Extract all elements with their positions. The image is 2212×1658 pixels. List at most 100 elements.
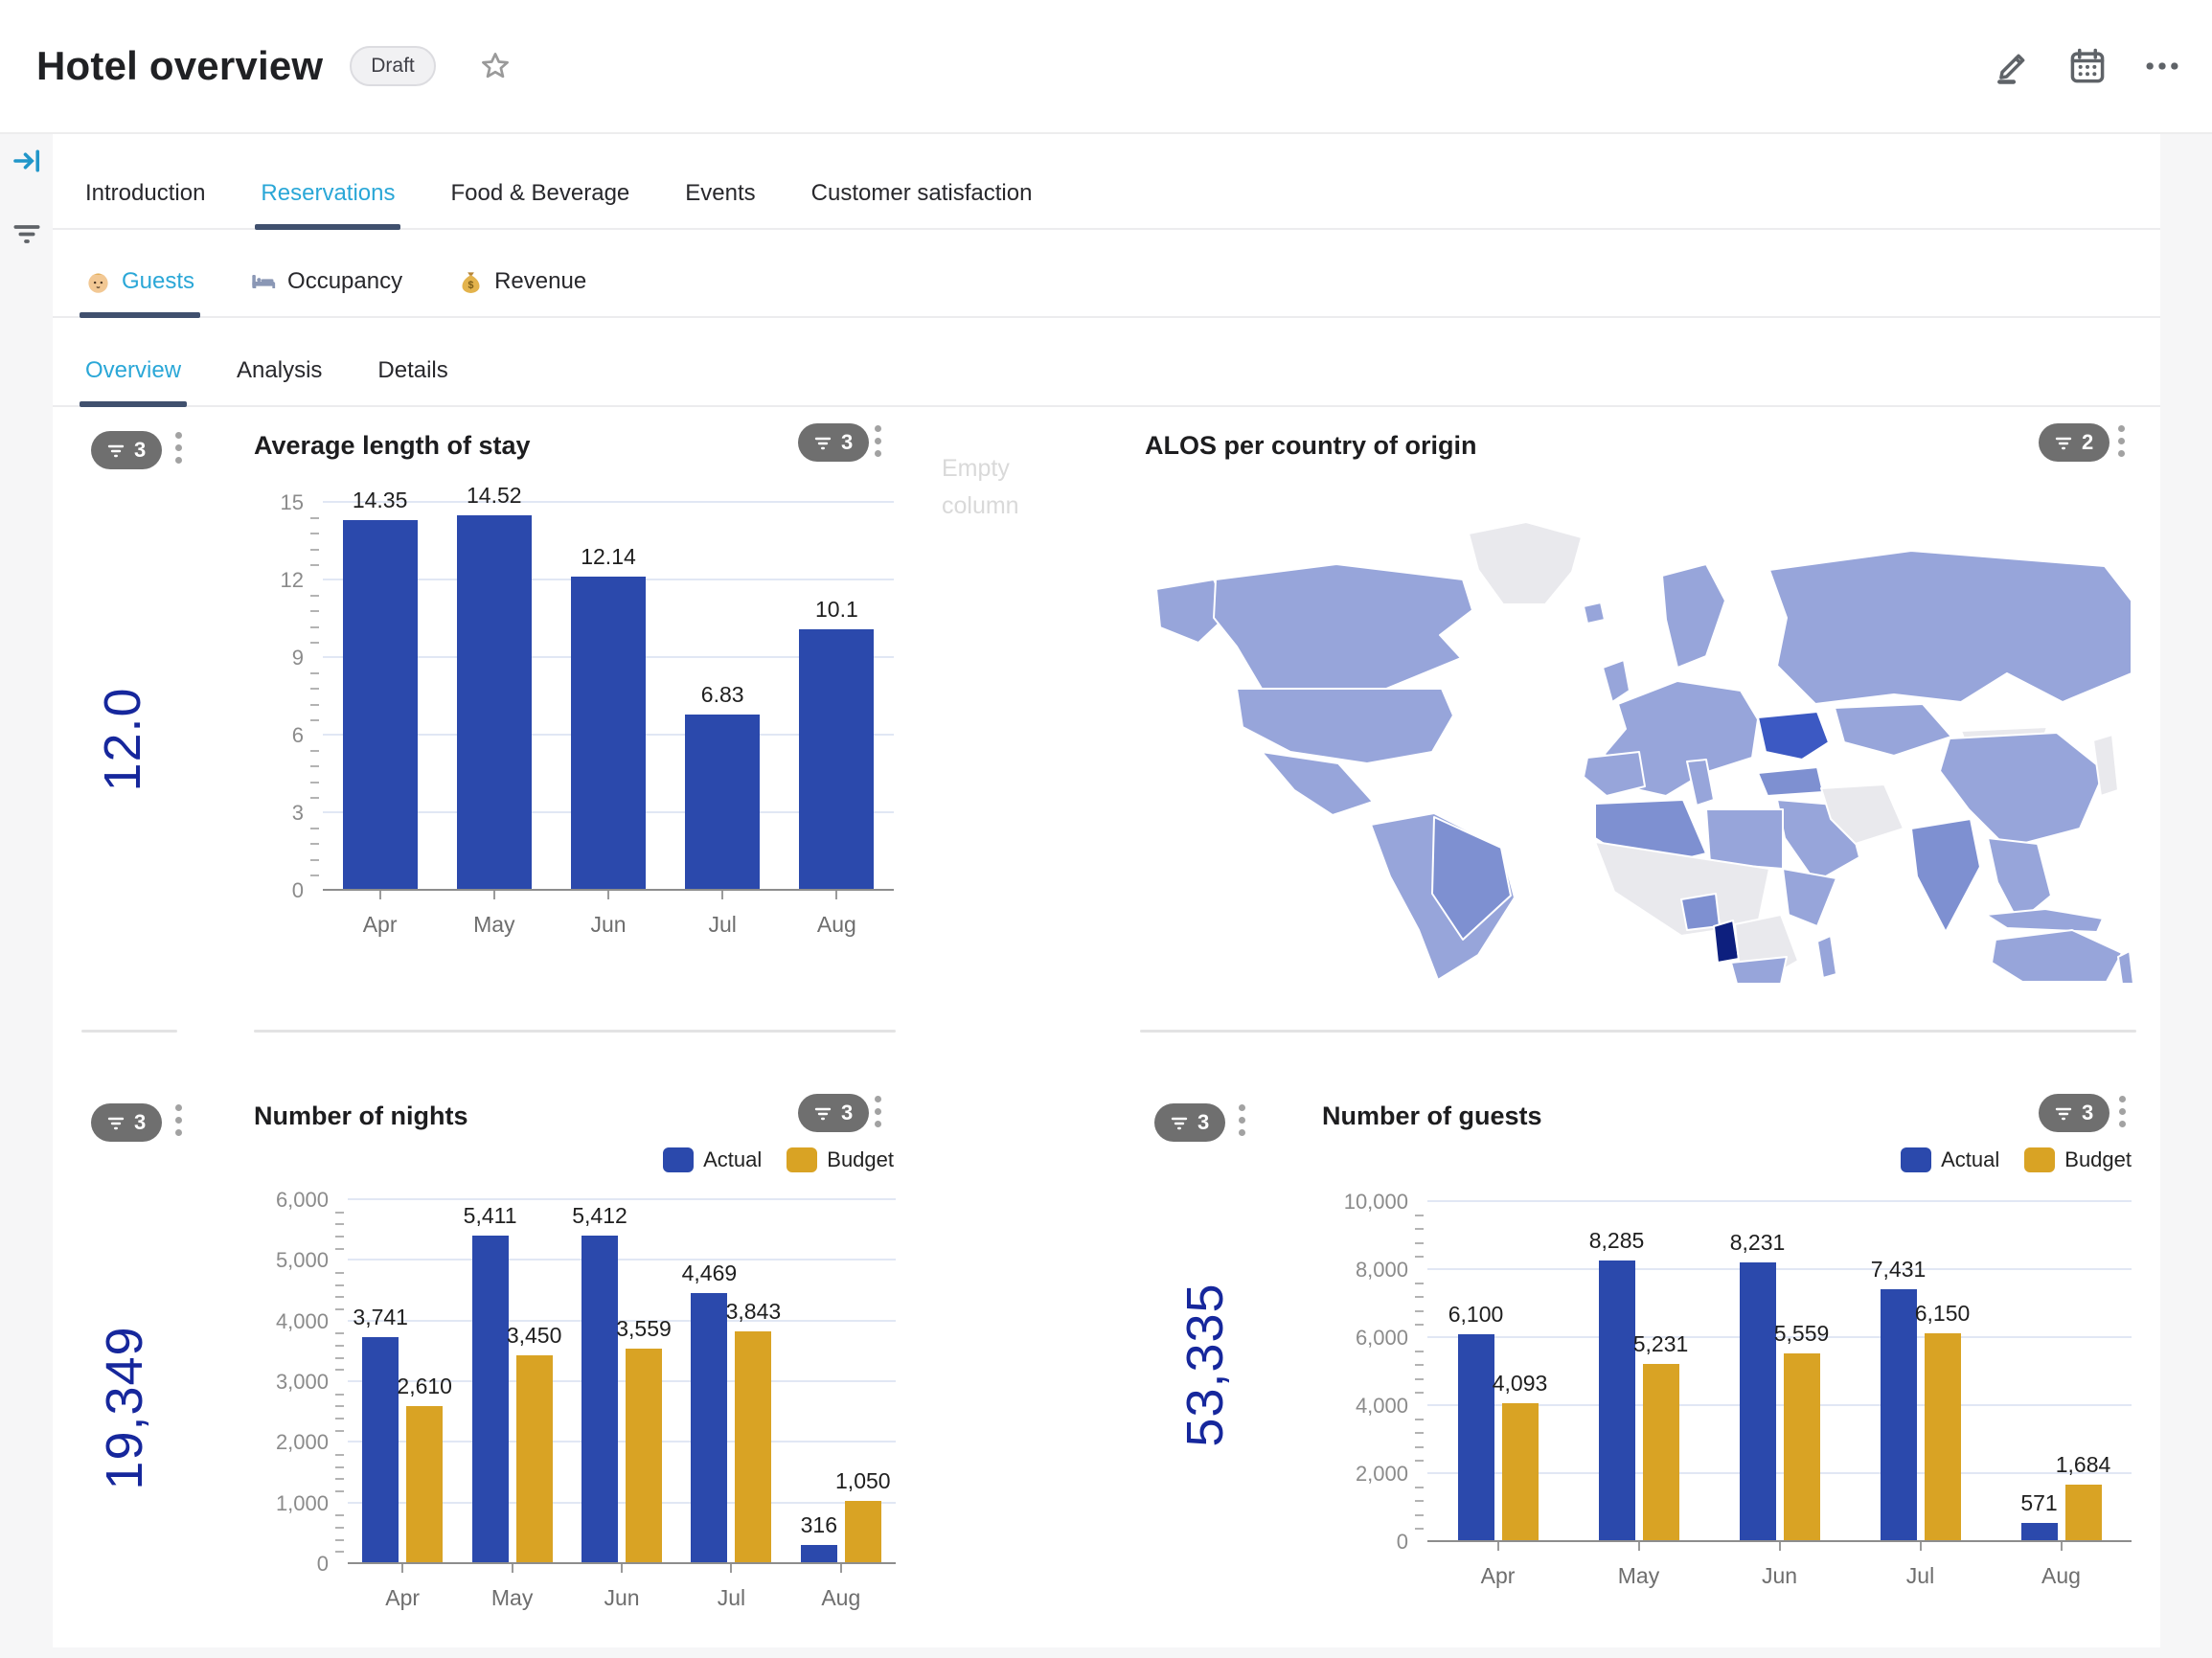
view-tabs: Overview Analysis Details bbox=[53, 318, 2160, 407]
tab-details[interactable]: Details bbox=[377, 357, 448, 383]
tab-reservations[interactable]: Reservations bbox=[255, 180, 401, 230]
nights-menu-icon[interactable] bbox=[871, 1092, 885, 1131]
y-tick-label: 2,000 bbox=[275, 1430, 329, 1455]
region-scandinavia bbox=[1661, 563, 1726, 669]
country-iceland bbox=[1583, 602, 1606, 625]
guests-row-menu-icon[interactable] bbox=[1235, 1101, 1249, 1140]
baby-icon bbox=[85, 269, 111, 295]
legend-swatch bbox=[663, 1147, 695, 1172]
y-minor-tick bbox=[310, 703, 319, 706]
country-mexico bbox=[1261, 751, 1374, 816]
y-minor-tick bbox=[1415, 1351, 1424, 1353]
y-minor-tick bbox=[1415, 1296, 1424, 1299]
country-indonesia bbox=[1985, 908, 2104, 933]
filter-badge-nights[interactable]: 3 bbox=[798, 1094, 870, 1132]
y-minor-tick bbox=[335, 1272, 344, 1274]
gridline bbox=[348, 1259, 896, 1261]
bar-budget-may: 3,450 bbox=[507, 1323, 561, 1564]
y-minor-tick bbox=[335, 1465, 344, 1468]
bar-actual-aug: 316 bbox=[801, 1512, 837, 1564]
y-tick-label: 4,000 bbox=[1355, 1394, 1408, 1418]
bar-value-label: 6.83 bbox=[700, 681, 744, 707]
filter-count: 3 bbox=[1197, 1110, 1210, 1134]
y-tick-label: 10,000 bbox=[1343, 1190, 1408, 1214]
y-minor-tick bbox=[1415, 1391, 1424, 1394]
alos-menu-icon[interactable] bbox=[871, 421, 885, 461]
bar-value-label: 5,412 bbox=[572, 1203, 627, 1229]
calendar-icon[interactable] bbox=[2066, 45, 2109, 87]
y-tick-label: 15 bbox=[280, 490, 304, 514]
subtab-revenue[interactable]: $ Revenue bbox=[458, 268, 586, 316]
x-tick-label: May bbox=[473, 912, 515, 937]
filter-icon[interactable] bbox=[8, 213, 46, 251]
chart-title: Number of nights bbox=[254, 1102, 468, 1130]
legend-swatch bbox=[2024, 1147, 2056, 1172]
y-tick-label: 0 bbox=[316, 1552, 329, 1576]
gridline bbox=[348, 1501, 896, 1504]
x-tick-label: Jun bbox=[1761, 1563, 1798, 1588]
tab-overview[interactable]: Overview bbox=[79, 357, 188, 407]
bar-actual-jul: 4,469 bbox=[682, 1261, 737, 1564]
tab-food-beverage[interactable]: Food & Beverage bbox=[450, 180, 630, 206]
tile-number-of-nights: Number of nights 3 Actual Budget 0 1,000 2,… bbox=[254, 1092, 896, 1657]
y-minor-tick bbox=[335, 1393, 344, 1396]
filter-badge-guests[interactable]: 3 bbox=[2039, 1094, 2110, 1132]
filter-badge-map[interactable]: 2 bbox=[2039, 423, 2110, 462]
x-tick bbox=[378, 891, 381, 899]
country-canada bbox=[1213, 563, 1473, 690]
tab-analysis[interactable]: Analysis bbox=[237, 357, 323, 383]
filter-badge-row2[interactable]: 3 bbox=[91, 1103, 163, 1142]
tab-customer-satisfaction[interactable]: Customer satisfaction bbox=[810, 180, 1033, 206]
bar-budget-aug: 1,684 bbox=[2056, 1452, 2110, 1542]
x-tick bbox=[621, 1564, 623, 1573]
legend-item: Actual bbox=[1901, 1147, 1999, 1172]
country-brazil bbox=[1431, 816, 1512, 941]
subtab-guests[interactable]: Guests bbox=[79, 268, 201, 318]
y-minor-tick bbox=[1415, 1283, 1424, 1285]
map-menu-icon[interactable] bbox=[2114, 421, 2129, 461]
alos-bar-chart: 0 3 6 9 12 15 Apr 14.35 May 14.52 Jun 12.14 Jul 6.83 A… bbox=[281, 483, 894, 937]
y-minor-tick bbox=[310, 533, 319, 535]
y-minor-tick bbox=[1415, 1527, 1424, 1530]
filter-badge-alos[interactable]: 3 bbox=[798, 423, 870, 462]
tab-introduction[interactable]: Introduction bbox=[85, 180, 206, 206]
y-minor-tick bbox=[310, 672, 319, 675]
x-tick bbox=[511, 1564, 513, 1573]
favorite-star-icon[interactable] bbox=[478, 49, 513, 83]
gridline bbox=[348, 1319, 896, 1322]
tab-events[interactable]: Events bbox=[685, 180, 756, 206]
y-minor-tick bbox=[335, 1308, 344, 1310]
filter-badge-row1[interactable]: 3 bbox=[91, 431, 163, 469]
subtab-occupancy[interactable]: Occupancy bbox=[250, 268, 402, 316]
bar-actual-jun: 5,412 bbox=[572, 1203, 627, 1564]
bar-value-apr: 14.35 bbox=[342, 488, 418, 891]
subtab-label: Guests bbox=[122, 268, 195, 294]
content-card: Introduction Reservations Food & Beverag… bbox=[53, 134, 2160, 1647]
bar-value-label: 6,100 bbox=[1448, 1302, 1504, 1328]
row2-menu-icon[interactable] bbox=[171, 1101, 186, 1140]
bar-value-label: 12.14 bbox=[581, 544, 636, 570]
empty-column-placeholder: Empty column bbox=[942, 455, 1019, 519]
guests-menu-icon[interactable] bbox=[2115, 1092, 2130, 1131]
edit-icon[interactable] bbox=[1992, 45, 2034, 87]
y-tick-label: 5,000 bbox=[275, 1248, 329, 1273]
y-minor-tick bbox=[1415, 1500, 1424, 1503]
y-tick-label: 6,000 bbox=[1355, 1326, 1408, 1350]
y-minor-tick bbox=[310, 781, 319, 784]
bar-actual-jul: 7,431 bbox=[1871, 1257, 1926, 1542]
bar-value-label: 4,093 bbox=[1492, 1370, 1548, 1396]
row1-menu-icon[interactable] bbox=[171, 428, 186, 467]
y-minor-tick bbox=[335, 1478, 344, 1481]
bar-budget-apr: 2,610 bbox=[397, 1374, 452, 1564]
x-tick bbox=[839, 1564, 842, 1573]
x-tick-label: Apr bbox=[385, 1585, 421, 1610]
filter-badge-guests-row[interactable]: 3 bbox=[1154, 1103, 1226, 1142]
country-ukraine bbox=[1757, 711, 1830, 761]
expand-panel-icon[interactable] bbox=[10, 144, 44, 178]
y-minor-tick bbox=[335, 1223, 344, 1226]
more-menu-icon[interactable] bbox=[2141, 45, 2183, 87]
y-tick-label: 0 bbox=[291, 878, 304, 902]
bar-budget-apr: 4,093 bbox=[1493, 1371, 1547, 1542]
x-tick-label: Jul bbox=[1905, 1563, 1935, 1588]
